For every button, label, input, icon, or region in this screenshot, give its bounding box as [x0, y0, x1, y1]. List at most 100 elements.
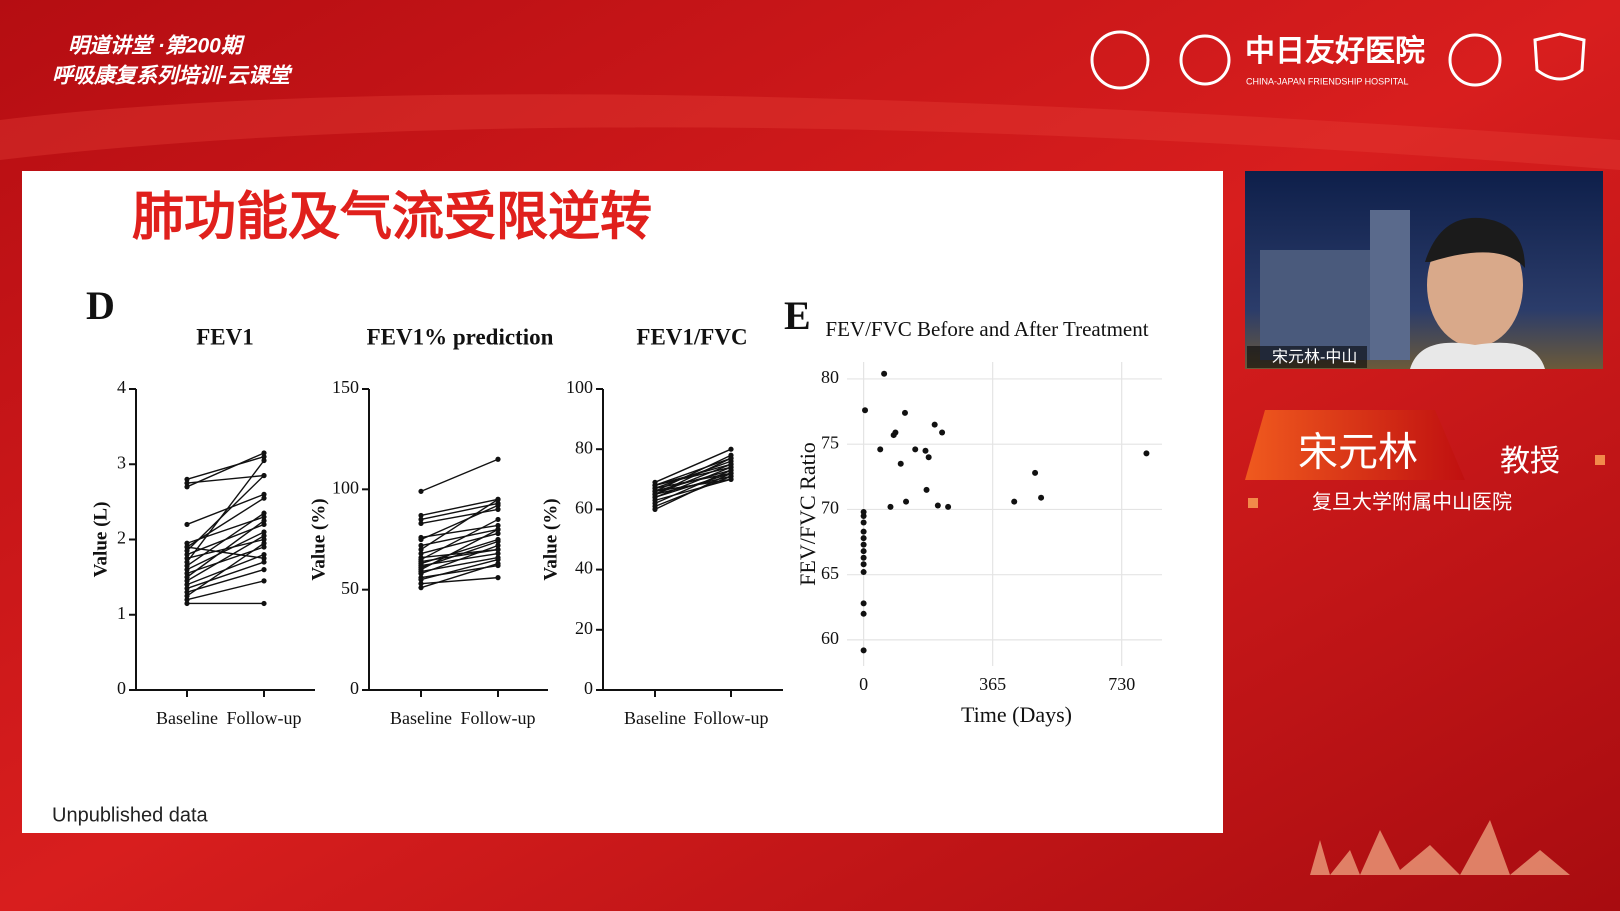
- point: [261, 555, 267, 561]
- pair-line: [654, 448, 732, 483]
- x-tick-label: 730: [1108, 674, 1135, 694]
- point: [1011, 498, 1018, 505]
- pair-line: [186, 512, 265, 567]
- point: [495, 556, 501, 563]
- pair-line: [654, 472, 732, 511]
- x-tick-label: Baseline: [624, 708, 686, 728]
- point: [184, 589, 190, 595]
- pair-line: [186, 456, 265, 480]
- pair-line: [654, 454, 732, 492]
- pair-line: [420, 562, 499, 589]
- pair-line: [186, 531, 265, 571]
- point: [261, 450, 267, 456]
- point: [860, 509, 867, 516]
- pair-line: [186, 452, 265, 488]
- y-tick-label: 80: [821, 367, 839, 387]
- pair-line: [420, 548, 499, 563]
- x-tick-label: Follow-up: [460, 708, 535, 728]
- point: [418, 571, 424, 577]
- name-plate: [1245, 410, 1465, 480]
- point: [261, 472, 267, 479]
- y-tick-label: 60: [821, 628, 839, 648]
- point: [261, 454, 267, 460]
- point: [418, 564, 424, 571]
- pair-line: [420, 524, 499, 539]
- panel-label: E: [784, 293, 811, 338]
- pair-line: [654, 469, 732, 505]
- pair-line: [186, 520, 265, 578]
- point: [261, 551, 267, 558]
- pair-line: [654, 457, 732, 486]
- y-tick-label: 100: [332, 477, 359, 497]
- speaker-name: 宋元林: [1298, 431, 1418, 475]
- video-shirt: [1410, 342, 1545, 369]
- point: [495, 538, 501, 545]
- point: [877, 446, 884, 453]
- point: [862, 407, 869, 414]
- point: [418, 581, 424, 587]
- point: [418, 577, 424, 583]
- point: [652, 491, 658, 497]
- point: [860, 535, 867, 542]
- x-tick-label: 0: [859, 674, 868, 694]
- pair-line: [654, 478, 732, 502]
- point: [261, 533, 267, 539]
- point: [261, 514, 267, 520]
- y-tick-label: 60: [575, 498, 593, 518]
- point: [495, 550, 501, 557]
- x-tick-label: Follow-up: [226, 708, 301, 728]
- pair-line: [186, 475, 265, 552]
- point: [184, 563, 190, 569]
- point: [1038, 494, 1045, 501]
- y-tick-label: 75: [821, 432, 839, 452]
- point: [934, 502, 941, 509]
- pair-line: [186, 535, 265, 582]
- y-tick-label: 0: [584, 678, 593, 698]
- point: [261, 457, 267, 464]
- point: [261, 495, 267, 501]
- point: [184, 574, 190, 580]
- point: [261, 518, 267, 524]
- pair-line: [420, 518, 499, 561]
- chart-title: FEV1: [196, 324, 254, 349]
- y-tick-label: 40: [575, 558, 593, 578]
- point: [495, 575, 501, 581]
- point: [261, 559, 267, 565]
- point: [860, 600, 867, 607]
- point: [931, 421, 938, 428]
- point: [495, 522, 501, 529]
- chart-title: FEV1/FVC: [636, 324, 747, 349]
- point: [418, 585, 424, 591]
- video-label: 宋元林-中山: [1272, 348, 1357, 366]
- point: [860, 528, 867, 535]
- course-name: 呼吸康复系列培训-云课堂: [52, 64, 293, 88]
- y-tick-label: 3: [117, 452, 126, 472]
- point: [495, 456, 501, 462]
- point: [184, 548, 190, 554]
- point: [922, 447, 929, 454]
- point: [1143, 450, 1150, 457]
- point: [652, 482, 658, 488]
- pair-line: [654, 478, 732, 493]
- point: [418, 488, 424, 494]
- point: [897, 460, 904, 467]
- point: [184, 578, 190, 584]
- hospital-name: 中日友好医院: [1245, 34, 1425, 68]
- point: [860, 569, 867, 576]
- point: [261, 544, 267, 550]
- point: [184, 582, 190, 588]
- point: [184, 559, 190, 565]
- pair-line: [186, 561, 265, 590]
- point: [418, 536, 424, 543]
- pair-line: [186, 580, 265, 601]
- y-axis-label: Value (%): [540, 498, 561, 580]
- pair-line: [186, 493, 265, 526]
- point: [912, 446, 919, 453]
- panel-label: D: [86, 283, 115, 328]
- point: [728, 461, 734, 467]
- point: [261, 529, 267, 535]
- chart-title: FEV/FVC Before and After Treatment: [825, 317, 1148, 341]
- point: [892, 429, 899, 436]
